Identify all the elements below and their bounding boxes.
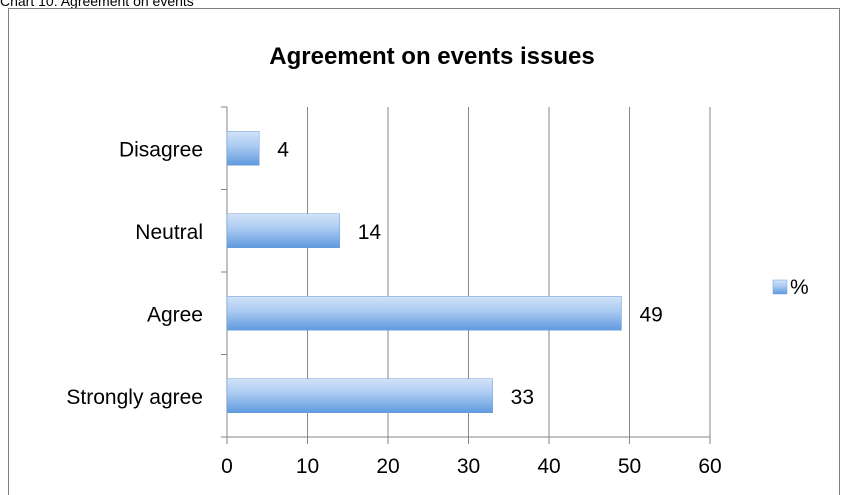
x-tick-label: 50 xyxy=(618,455,641,478)
labels: 0 10 20 30 40 50 60 Strongly agree 33 Agree 49 Neut… xyxy=(66,138,721,478)
category-label: Disagree xyxy=(119,138,203,161)
category-label: Strongly agree xyxy=(66,386,203,409)
data-label: 33 xyxy=(511,386,534,409)
x-tick-label: 60 xyxy=(698,455,721,478)
x-tick-label: 30 xyxy=(457,455,480,478)
category-label: Neutral xyxy=(135,221,203,244)
data-label: 4 xyxy=(277,138,289,161)
bar xyxy=(226,213,340,248)
chart-frame xyxy=(8,8,840,495)
data-label: 14 xyxy=(358,221,382,244)
x-tick-label: 0 xyxy=(221,455,233,478)
legend-swatch xyxy=(772,279,788,295)
x-tick-label: 40 xyxy=(537,455,560,478)
x-tick-label: 20 xyxy=(376,455,399,478)
bar xyxy=(226,131,260,166)
chart-caption: Chart 10: Agreement on events xyxy=(0,0,194,9)
legend: % xyxy=(772,276,809,299)
legend-label: % xyxy=(790,276,809,299)
category-label: Agree xyxy=(147,303,203,326)
data-label: 49 xyxy=(639,303,662,326)
x-tick-label: 10 xyxy=(296,455,319,478)
chart-title: Agreement on events issues xyxy=(269,43,594,70)
bars xyxy=(226,131,622,413)
bar xyxy=(226,378,493,413)
bar xyxy=(226,296,622,331)
